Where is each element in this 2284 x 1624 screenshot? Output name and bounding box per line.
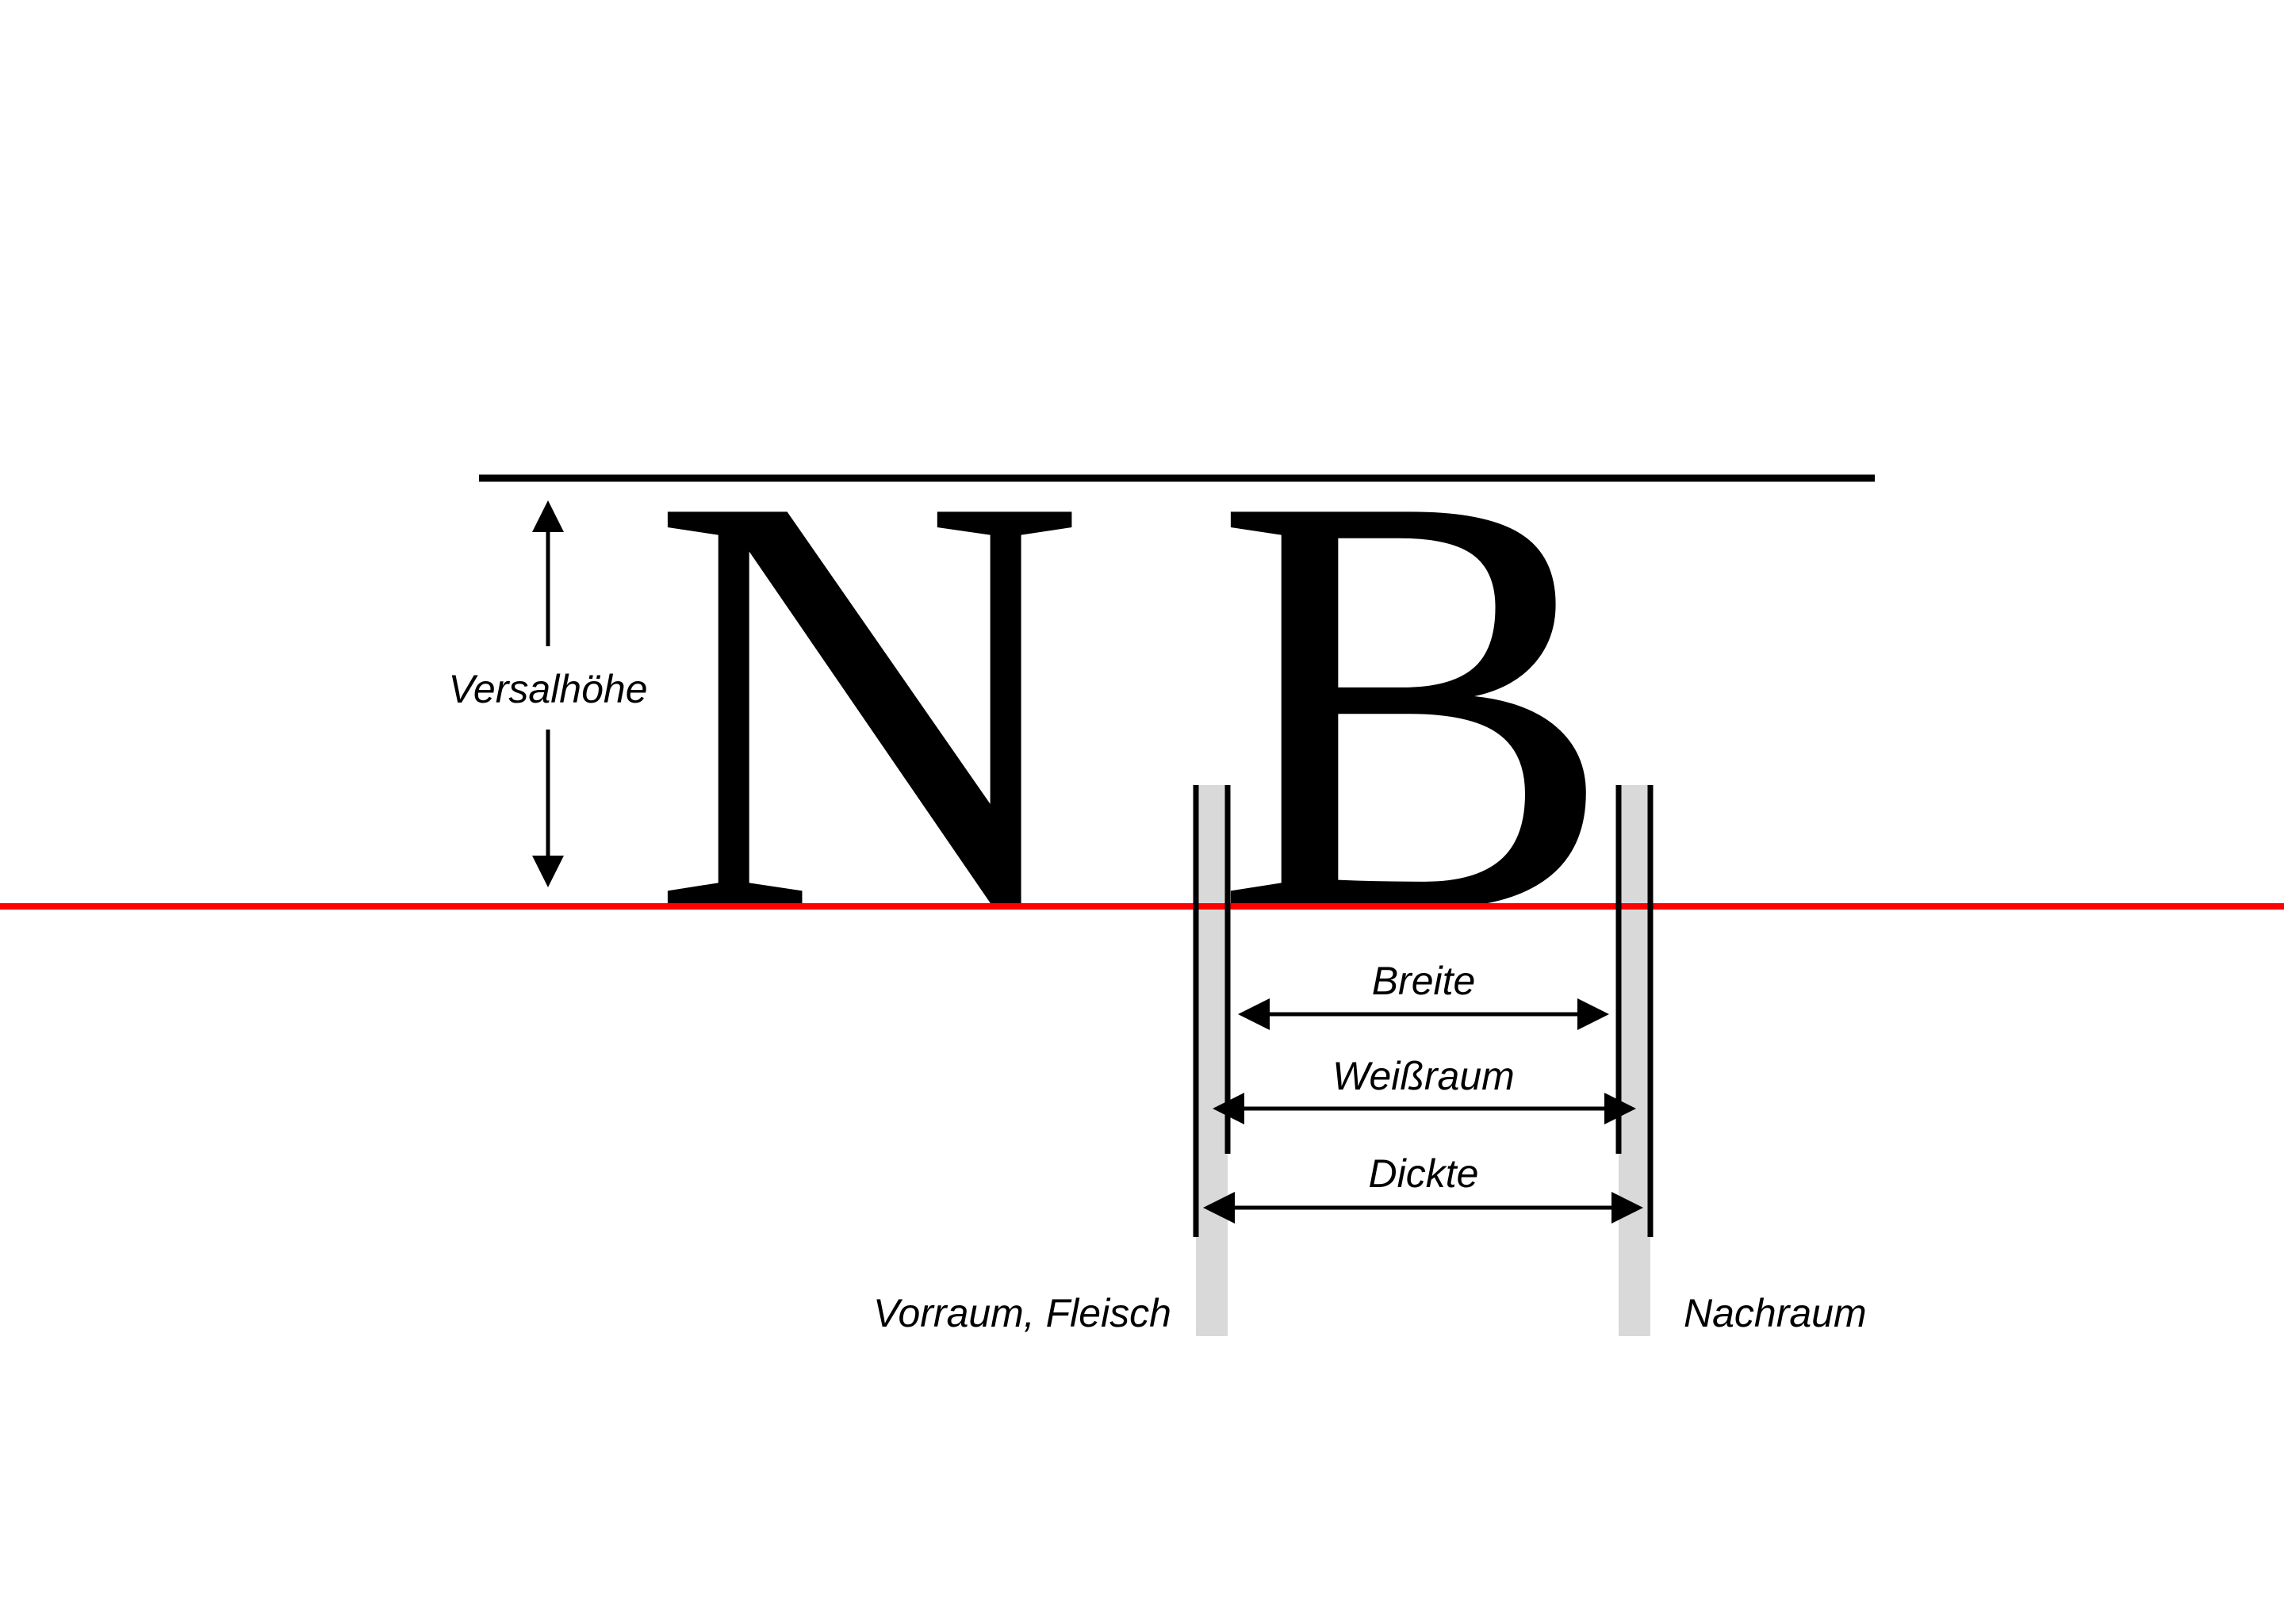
right-bearing-label: Nachraum — [1684, 1291, 1867, 1335]
width-label: Breite — [1372, 959, 1476, 1003]
right-bearing-band — [1619, 785, 1650, 1336]
left-bearing-label: Vorraum, Fleisch — [873, 1291, 1171, 1335]
whitespace-label: Weißraum — [1332, 1054, 1515, 1098]
glyph-b: B — [1213, 370, 1615, 1037]
cap-height-label: Versalhöhe — [448, 667, 647, 711]
advance-width-label: Dickte — [1369, 1151, 1479, 1196]
glyph-n: N — [650, 370, 1086, 1037]
left-bearing-band — [1196, 785, 1228, 1336]
